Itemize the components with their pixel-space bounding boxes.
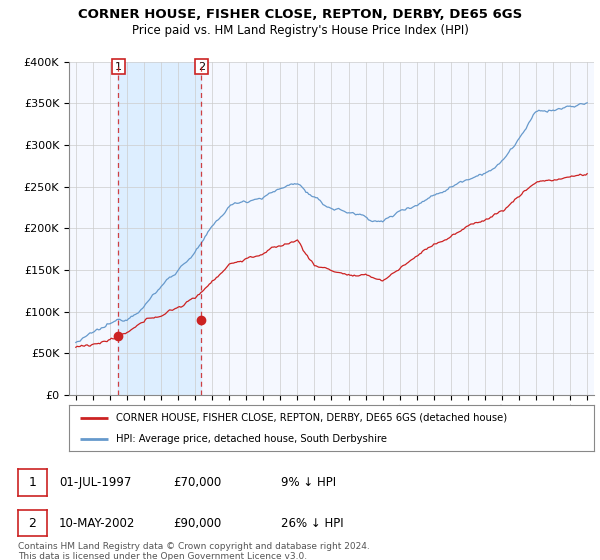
Text: £90,000: £90,000 xyxy=(173,516,221,530)
Text: CORNER HOUSE, FISHER CLOSE, REPTON, DERBY, DE65 6GS (detached house): CORNER HOUSE, FISHER CLOSE, REPTON, DERB… xyxy=(116,413,508,423)
Text: £70,000: £70,000 xyxy=(173,475,221,489)
Text: 2: 2 xyxy=(28,516,37,530)
Text: 2: 2 xyxy=(198,62,205,72)
Text: CORNER HOUSE, FISHER CLOSE, REPTON, DERBY, DE65 6GS: CORNER HOUSE, FISHER CLOSE, REPTON, DERB… xyxy=(78,8,522,21)
Text: 26% ↓ HPI: 26% ↓ HPI xyxy=(281,516,343,530)
Text: 9% ↓ HPI: 9% ↓ HPI xyxy=(281,475,336,489)
Text: 01-JUL-1997: 01-JUL-1997 xyxy=(59,475,131,489)
Text: 10-MAY-2002: 10-MAY-2002 xyxy=(59,516,135,530)
Text: Contains HM Land Registry data © Crown copyright and database right 2024.
This d: Contains HM Land Registry data © Crown c… xyxy=(18,542,370,560)
Text: 1: 1 xyxy=(115,62,122,72)
Text: 1: 1 xyxy=(28,475,37,489)
Bar xyxy=(118,62,202,395)
Text: HPI: Average price, detached house, South Derbyshire: HPI: Average price, detached house, Sout… xyxy=(116,435,387,444)
Text: Price paid vs. HM Land Registry's House Price Index (HPI): Price paid vs. HM Land Registry's House … xyxy=(131,24,469,36)
